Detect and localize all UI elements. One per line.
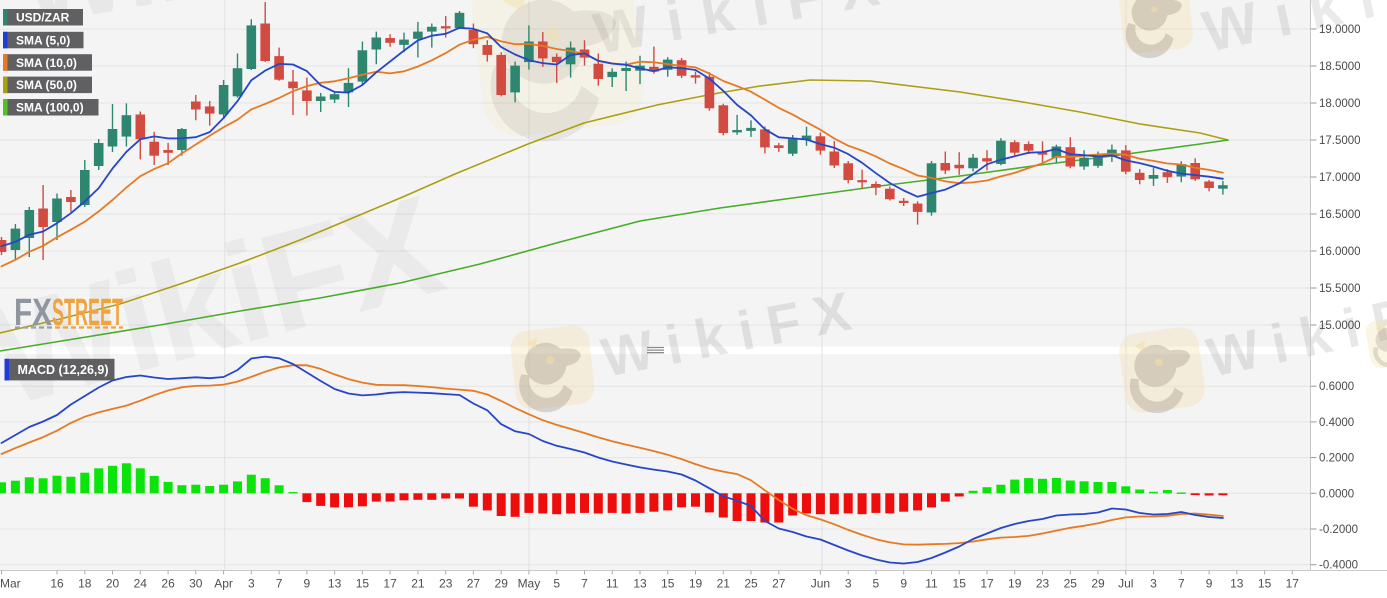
svg-text:0.0000: 0.0000 [1319,488,1354,500]
svg-text:27: 27 [772,577,786,591]
svg-text:SMA (50,0): SMA (50,0) [16,78,77,92]
svg-text:30: 30 [189,577,203,591]
svg-text:17: 17 [980,577,994,591]
svg-text:17: 17 [383,577,397,591]
svg-text:7: 7 [581,577,588,591]
svg-text:7: 7 [1178,577,1185,591]
svg-text:May: May [518,577,541,591]
svg-text:17: 17 [1286,577,1300,591]
svg-text:9: 9 [304,577,311,591]
svg-text:9: 9 [1206,577,1213,591]
svg-text:-0.2000: -0.2000 [1319,524,1358,536]
svg-text:11: 11 [606,577,619,591]
svg-text:16.0000: 16.0000 [1319,246,1361,258]
svg-text:Jun: Jun [811,577,830,591]
svg-text:23: 23 [439,577,453,591]
svg-text:27: 27 [467,577,481,591]
svg-text:7: 7 [276,577,283,591]
svg-text:0.2000: 0.2000 [1319,453,1354,465]
svg-text:3: 3 [248,577,255,591]
svg-text:3: 3 [845,577,852,591]
svg-text:15: 15 [953,577,967,591]
svg-text:21: 21 [411,577,425,591]
svg-text:15.5000: 15.5000 [1319,283,1361,295]
svg-text:Mar: Mar [0,577,21,591]
svg-text:18.0000: 18.0000 [1319,98,1361,110]
svg-text:SMA (5,0): SMA (5,0) [16,33,70,47]
svg-text:15: 15 [661,577,675,591]
svg-text:25: 25 [744,577,758,591]
svg-text:17.0000: 17.0000 [1319,172,1361,184]
svg-text:USD/ZAR: USD/ZAR [16,11,70,25]
svg-text:9: 9 [900,577,907,591]
svg-text:29: 29 [1091,577,1105,591]
svg-text:13: 13 [328,577,342,591]
svg-text:19.0000: 19.0000 [1319,24,1361,36]
svg-text:0.6000: 0.6000 [1319,381,1354,393]
svg-text:MACD (12,26,9): MACD (12,26,9) [18,363,109,377]
svg-text:16: 16 [50,577,64,591]
svg-text:15: 15 [1258,577,1272,591]
svg-text:24: 24 [134,577,148,591]
svg-text:0.4000: 0.4000 [1319,417,1354,429]
svg-text:13: 13 [633,577,647,591]
svg-text:3: 3 [1150,577,1157,591]
svg-text:23: 23 [1036,577,1050,591]
svg-text:Jul: Jul [1118,577,1133,591]
svg-text:SMA (100,0): SMA (100,0) [16,101,84,115]
svg-text:29: 29 [495,577,509,591]
svg-text:15.0000: 15.0000 [1319,320,1361,332]
svg-text:15: 15 [356,577,370,591]
svg-text:19: 19 [689,577,703,591]
svg-text:17.5000: 17.5000 [1319,135,1361,147]
svg-text:16.5000: 16.5000 [1319,209,1361,221]
svg-text:13: 13 [1230,577,1244,591]
svg-text:18.5000: 18.5000 [1319,61,1361,73]
svg-text:5: 5 [873,577,880,591]
svg-text:5: 5 [553,577,560,591]
svg-text:20: 20 [106,577,120,591]
svg-text:25: 25 [1064,577,1078,591]
svg-text:11: 11 [925,577,938,591]
svg-text:18: 18 [78,577,92,591]
svg-text:21: 21 [717,577,731,591]
svg-text:SMA (10,0): SMA (10,0) [16,56,77,70]
svg-text:19: 19 [1008,577,1022,591]
svg-text:-0.4000: -0.4000 [1319,560,1358,572]
svg-text:26: 26 [161,577,175,591]
svg-text:Apr: Apr [214,577,233,591]
